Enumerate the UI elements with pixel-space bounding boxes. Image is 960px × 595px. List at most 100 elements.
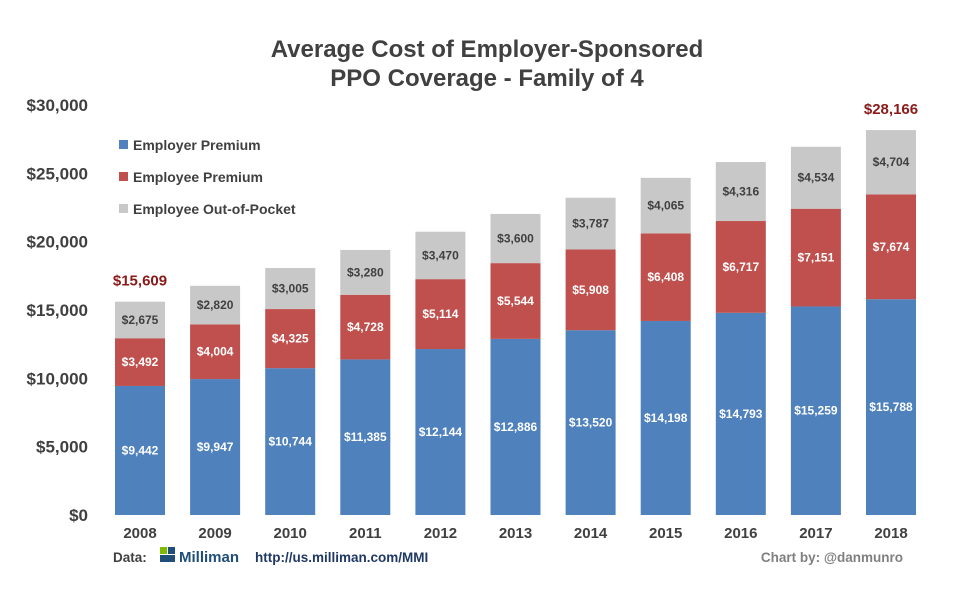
segment-value-label: $7,674	[873, 240, 910, 254]
bar-segment	[265, 309, 316, 369]
x-tick-label: 2009	[198, 525, 231, 542]
bar-segment	[565, 249, 616, 331]
segment-value-label: $15,788	[869, 400, 913, 414]
bar-segment	[490, 213, 541, 264]
bar-segment	[565, 197, 616, 250]
bar-segment	[190, 324, 241, 380]
y-tick-label: $20,000	[27, 233, 88, 252]
y-tick-label: $30,000	[27, 96, 88, 115]
bar-segment	[340, 294, 391, 360]
bar-segment	[490, 338, 541, 515]
segment-value-label: $4,325	[272, 332, 309, 346]
footer-credit: Chart by: @danmunro	[761, 550, 903, 565]
footer-source-url[interactable]: http://us.milliman.com/MMI	[255, 550, 428, 565]
chart-title-line1: Average Cost of Employer-Sponsored	[271, 36, 704, 63]
segment-value-label: $3,600	[497, 232, 534, 246]
segment-value-label: $4,004	[197, 345, 234, 359]
bar-segment	[565, 330, 616, 515]
x-tick-label: 2012	[424, 525, 457, 542]
segment-value-label: $3,005	[272, 282, 309, 296]
bar-segment	[866, 194, 916, 300]
y-tick-label: $10,000	[27, 369, 88, 388]
x-tick-label: 2010	[274, 525, 307, 542]
bar-segment	[415, 231, 466, 280]
bar-segment	[415, 349, 466, 515]
bar-segment	[715, 162, 766, 222]
legend-swatch	[119, 140, 128, 149]
y-tick-label: $0	[69, 506, 88, 525]
segment-value-label: $11,385	[344, 430, 387, 444]
bar-segment	[715, 221, 766, 313]
segment-value-label: $12,144	[419, 425, 463, 439]
segment-value-label: $5,908	[572, 283, 609, 297]
segment-value-label: $6,717	[722, 260, 759, 274]
bar-segment	[415, 279, 466, 350]
segment-value-label: $9,442	[122, 443, 159, 457]
x-tick-label: 2014	[574, 525, 608, 542]
legend: Employer Premium Employee Premium Employee…	[119, 137, 296, 217]
legend-label: Employee Premium	[133, 169, 263, 185]
segment-value-label: $10,744	[269, 435, 313, 449]
footer-data-label: Data:	[113, 550, 147, 565]
segment-value-label: $4,534	[798, 171, 835, 185]
x-axis: 2008 2009 2010 2011 2012 2013 2014 2015 2016 2017…	[123, 525, 907, 542]
bar-segment	[340, 359, 391, 515]
bar-segment	[790, 306, 841, 515]
bar-segment	[115, 385, 165, 515]
chart-title-line2: PPO Coverage - Family of 4	[330, 65, 644, 92]
segment-value-label: $9,947	[197, 440, 234, 454]
bar-segment	[115, 301, 165, 339]
bar-segment	[265, 267, 316, 310]
bar-segment	[490, 263, 541, 339]
legend-label: Employee Out-of-Pocket	[133, 201, 296, 217]
x-tick-label: 2017	[799, 525, 832, 542]
segment-value-label: $7,151	[798, 251, 835, 265]
total-annotation: $28,166	[864, 101, 918, 118]
segment-value-label: $13,520	[569, 416, 613, 430]
legend-swatch	[119, 204, 128, 213]
bar-segment	[715, 312, 766, 515]
milliman-logo-icon	[160, 547, 175, 562]
footer: Data: Milliman http://us.milliman.com/MM…	[113, 547, 903, 566]
segment-value-label: $2,675	[122, 313, 159, 327]
segment-value-label: $5,544	[497, 294, 534, 308]
segment-value-label: $2,820	[197, 298, 234, 312]
y-tick-label: $5,000	[36, 438, 88, 457]
bar-segment	[115, 338, 165, 386]
segment-value-label: $5,114	[422, 307, 458, 321]
legend-swatch	[119, 172, 128, 181]
bar-segment	[866, 299, 916, 515]
x-tick-label: 2018	[874, 525, 907, 542]
bar-segment	[190, 285, 241, 325]
segment-value-label: $3,492	[122, 355, 159, 369]
x-tick-label: 2016	[724, 525, 757, 542]
legend-label: Employer Premium	[133, 137, 261, 153]
bar-segment	[190, 379, 241, 515]
segment-value-label: $12,886	[494, 420, 538, 434]
total-annotation: $15,609	[113, 273, 167, 290]
x-tick-label: 2008	[123, 525, 156, 542]
segment-value-label: $14,793	[719, 407, 763, 421]
segment-value-label: $6,408	[647, 270, 684, 284]
segment-value-label: $4,065	[647, 199, 684, 213]
segment-value-label: $4,704	[873, 155, 910, 169]
bar-segment	[640, 233, 691, 321]
y-tick-label: $15,000	[27, 301, 88, 320]
x-tick-label: 2015	[649, 525, 682, 542]
annotations: $15,609 $28,166	[113, 101, 918, 290]
footer-source-name: Milliman	[179, 549, 239, 566]
bar-segment	[265, 368, 316, 515]
segment-value-label: $3,280	[347, 265, 384, 279]
segment-value-label: $4,316	[722, 185, 759, 199]
bars: $9,442 $3,492 $2,675 $9,947 $4,004 $2,820 $10,…	[115, 130, 916, 515]
y-axis: $0 $5,000 $10,000 $15,000 $20,000 $25,000 $30,…	[27, 96, 88, 525]
bar-segment	[866, 130, 916, 195]
segment-value-label: $3,787	[572, 217, 609, 231]
bar-segment	[790, 146, 841, 209]
segment-value-label: $4,728	[347, 320, 384, 334]
x-tick-label: 2011	[349, 525, 382, 542]
bar-segment	[790, 208, 841, 307]
bar-segment	[640, 320, 691, 515]
x-tick-label: 2013	[499, 525, 532, 542]
